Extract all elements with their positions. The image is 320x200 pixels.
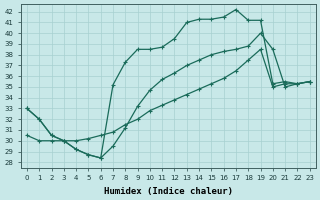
X-axis label: Humidex (Indice chaleur): Humidex (Indice chaleur) [104, 187, 233, 196]
